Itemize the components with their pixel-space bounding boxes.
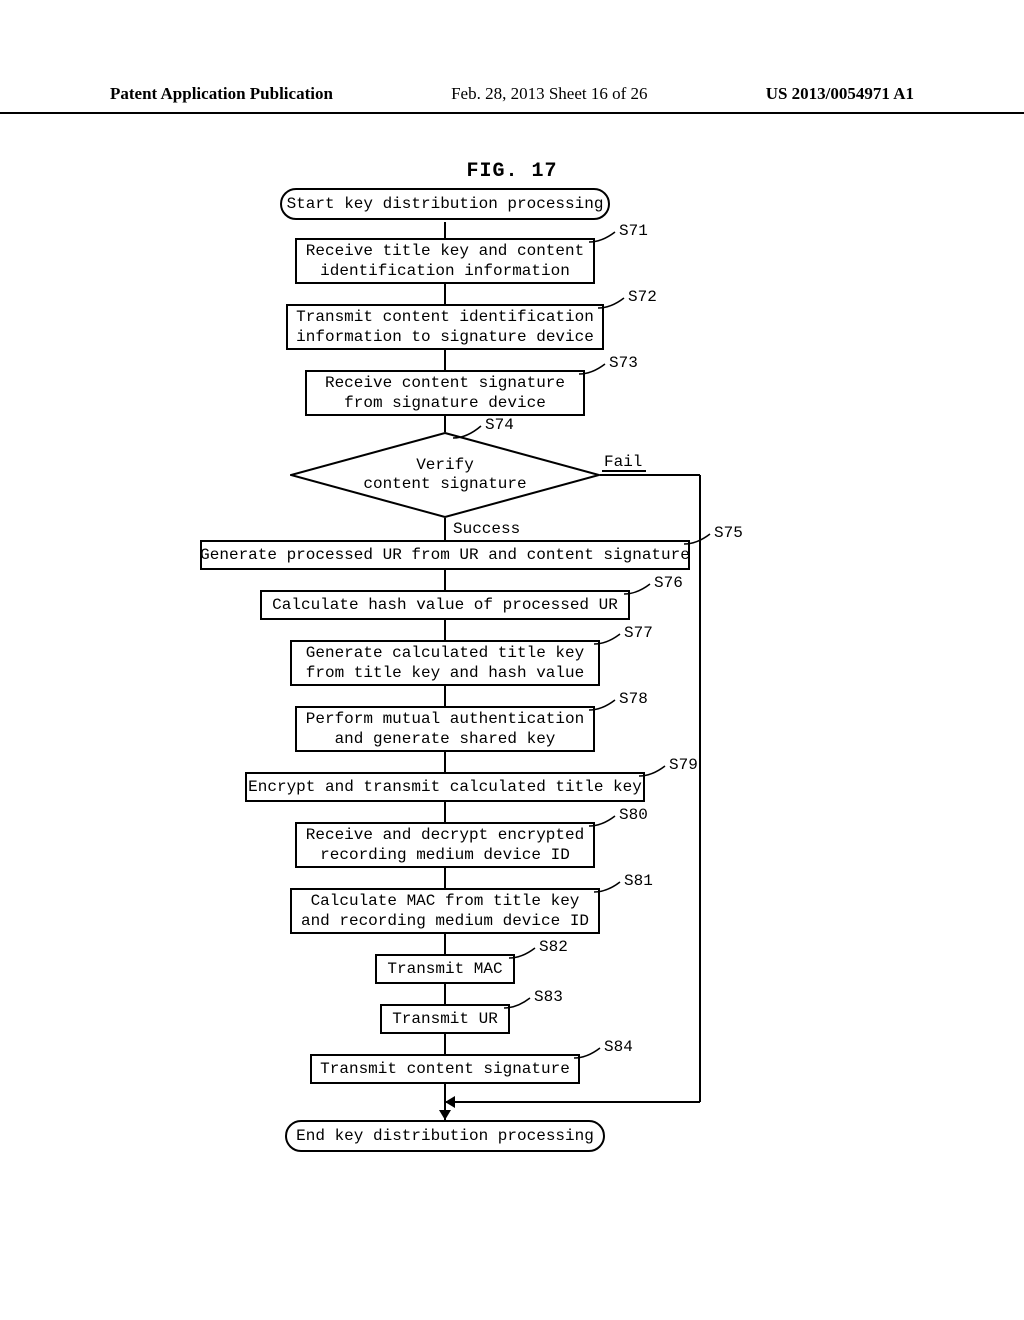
connector-line	[444, 416, 446, 432]
step-leader-line	[585, 812, 619, 830]
step-label-s71: S71	[619, 222, 648, 240]
connector-line	[600, 474, 700, 476]
process-s72: Transmit content identification informat…	[286, 304, 604, 350]
connector-line	[444, 518, 446, 540]
connector-line	[602, 470, 646, 472]
step-label-s78: S78	[619, 690, 648, 708]
header-right: US 2013/0054971 A1	[766, 84, 914, 104]
connector-line	[444, 686, 446, 706]
start-terminal: Start key distribution processing	[280, 188, 610, 220]
connector-line	[445, 1101, 700, 1103]
step-label-s75: S75	[714, 524, 743, 542]
connector-line	[444, 1034, 446, 1054]
connector-line	[444, 570, 446, 590]
step-label-s79: S79	[669, 756, 698, 774]
step-leader-line	[590, 630, 624, 648]
branch-success-label: Success	[453, 520, 520, 538]
step-leader-line	[575, 360, 609, 378]
connector-line	[444, 350, 446, 370]
process-s83: Transmit UR	[380, 1004, 510, 1034]
arrow-down-icon	[439, 1110, 451, 1120]
connector-line	[444, 752, 446, 772]
branch-fail-label: Fail	[604, 453, 642, 471]
page-header: Patent Application Publication Feb. 28, …	[0, 84, 1024, 114]
arrow-left-icon	[445, 1096, 455, 1108]
step-leader-line	[505, 944, 539, 962]
process-s84: Transmit content signature	[310, 1054, 580, 1084]
process-s82: Transmit MAC	[375, 954, 515, 984]
step-label-s80: S80	[619, 806, 648, 824]
figure-title: FIG. 17	[0, 160, 1024, 183]
decision-s74: Verify content signature	[290, 432, 600, 518]
process-s71: Receive title key and content identifica…	[295, 238, 595, 284]
step-leader-line	[585, 696, 619, 714]
step-label-s72: S72	[628, 288, 657, 306]
step-leader-line	[594, 294, 628, 312]
step-label-s81: S81	[624, 872, 653, 890]
step-label-s84: S84	[604, 1038, 633, 1056]
step-leader-line	[590, 878, 624, 896]
step-leader-line	[620, 580, 654, 598]
connector-line	[444, 868, 446, 888]
process-s80: Receive and decrypt encrypted recording …	[295, 822, 595, 868]
process-s79: Encrypt and transmit calculated title ke…	[245, 772, 645, 802]
connector-line	[444, 222, 446, 238]
step-leader-line	[585, 228, 619, 246]
step-label-s76: S76	[654, 574, 683, 592]
process-s73: Receive content signature from signature…	[305, 370, 585, 416]
connector-line	[444, 984, 446, 1004]
process-s78: Perform mutual authentication and genera…	[295, 706, 595, 752]
step-leader-line	[570, 1044, 604, 1062]
step-leader-line	[680, 530, 714, 548]
header-left: Patent Application Publication	[110, 84, 333, 104]
process-s81: Calculate MAC from title key and recordi…	[290, 888, 600, 934]
process-s76: Calculate hash value of processed UR	[260, 590, 630, 620]
step-leader-line	[449, 422, 485, 442]
step-label-s74: S74	[485, 416, 514, 434]
process-s75: Generate processed UR from UR and conten…	[200, 540, 690, 570]
step-leader-line	[500, 994, 534, 1012]
connector-line	[444, 802, 446, 822]
end-terminal: End key distribution processing	[285, 1120, 605, 1152]
step-label-s73: S73	[609, 354, 638, 372]
step-leader-line	[635, 762, 669, 780]
step-label-s77: S77	[624, 624, 653, 642]
process-s77: Generate calculated title key from title…	[290, 640, 600, 686]
connector-line	[444, 284, 446, 304]
connector-line	[699, 475, 701, 1102]
connector-line	[444, 934, 446, 954]
step-label-s82: S82	[539, 938, 568, 956]
decision-label: Verify content signature	[290, 456, 600, 494]
header-mid: Feb. 28, 2013 Sheet 16 of 26	[451, 84, 647, 104]
step-label-s83: S83	[534, 988, 563, 1006]
connector-line	[444, 620, 446, 640]
